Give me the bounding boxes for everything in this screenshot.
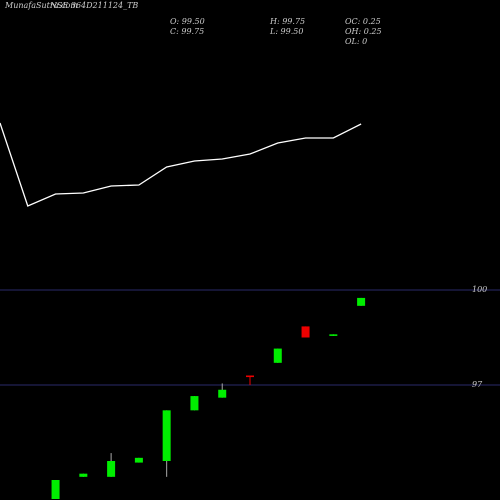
candle-body (79, 473, 88, 477)
chart-subtitle: NSE 364D211124_TB (49, 1, 138, 10)
y-tick-label: 100 (472, 285, 487, 294)
candle-body (329, 334, 338, 336)
candle-body (134, 457, 143, 463)
ohlc-info: OC: 0.25 (345, 17, 381, 26)
line-series (0, 122, 362, 207)
candle-body (246, 375, 254, 378)
candle-body (107, 461, 116, 477)
candle-body (357, 297, 366, 306)
ohlc-info: O: 99.50 (170, 17, 205, 26)
ohlc-info: L: 99.50 (269, 27, 303, 36)
y-tick-label: 97 (472, 380, 483, 389)
candle-body (301, 326, 310, 338)
ohlc-info: H: 99.75 (269, 17, 305, 26)
candle-body (273, 348, 282, 363)
ohlc-info: C: 99.75 (170, 27, 204, 36)
candle-body (218, 389, 227, 398)
candle-body (190, 396, 199, 411)
candle-body (162, 410, 171, 461)
candle-body (51, 480, 60, 499)
ohlc-info: OL: 0 (345, 37, 367, 46)
ohlc-info: OH: 0.25 (345, 27, 382, 36)
chart-title: MunafaSutra.com (4, 1, 78, 10)
